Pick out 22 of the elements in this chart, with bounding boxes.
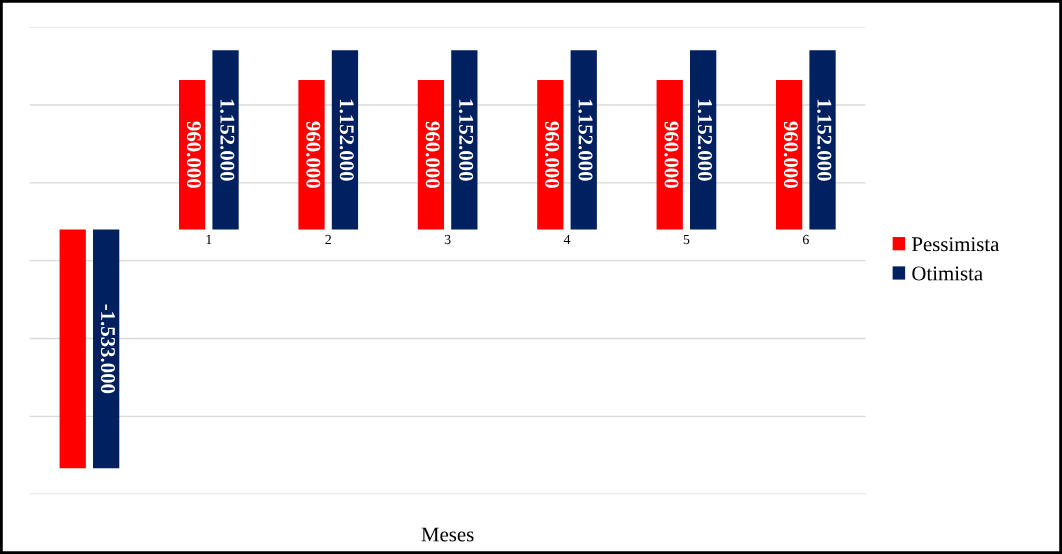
x-tick-label: 5 bbox=[683, 234, 690, 245]
data-label: 960.000 bbox=[186, 121, 201, 188]
data-label: 1.152.000 bbox=[220, 99, 235, 181]
legend-label: Otimista bbox=[912, 266, 983, 281]
data-label: 960.000 bbox=[783, 121, 798, 188]
data-label: 1.152.000 bbox=[459, 99, 474, 181]
data-label: 1.152.000 bbox=[817, 99, 832, 181]
x-tick-label: 2 bbox=[325, 234, 331, 245]
x-tick-label: 6 bbox=[802, 234, 809, 245]
x-tick-label: 3 bbox=[444, 234, 451, 245]
data-label: 960.000 bbox=[545, 121, 560, 188]
data-label: 960.000 bbox=[425, 121, 440, 188]
x-tick-label: 4 bbox=[563, 234, 571, 245]
data-label: 960.000 bbox=[664, 121, 679, 188]
legend-label: Pessimista bbox=[911, 237, 1000, 252]
data-label: 960.000 bbox=[306, 121, 321, 188]
x-tick-label: 1 bbox=[206, 234, 212, 245]
x-axis-title: Meses bbox=[421, 527, 474, 542]
data-label: 1.152.000 bbox=[578, 99, 593, 181]
data-label: 1.152.000 bbox=[339, 99, 354, 181]
data-label: 1.152.000 bbox=[697, 99, 712, 181]
data-label: -1.533.000 bbox=[100, 304, 115, 394]
